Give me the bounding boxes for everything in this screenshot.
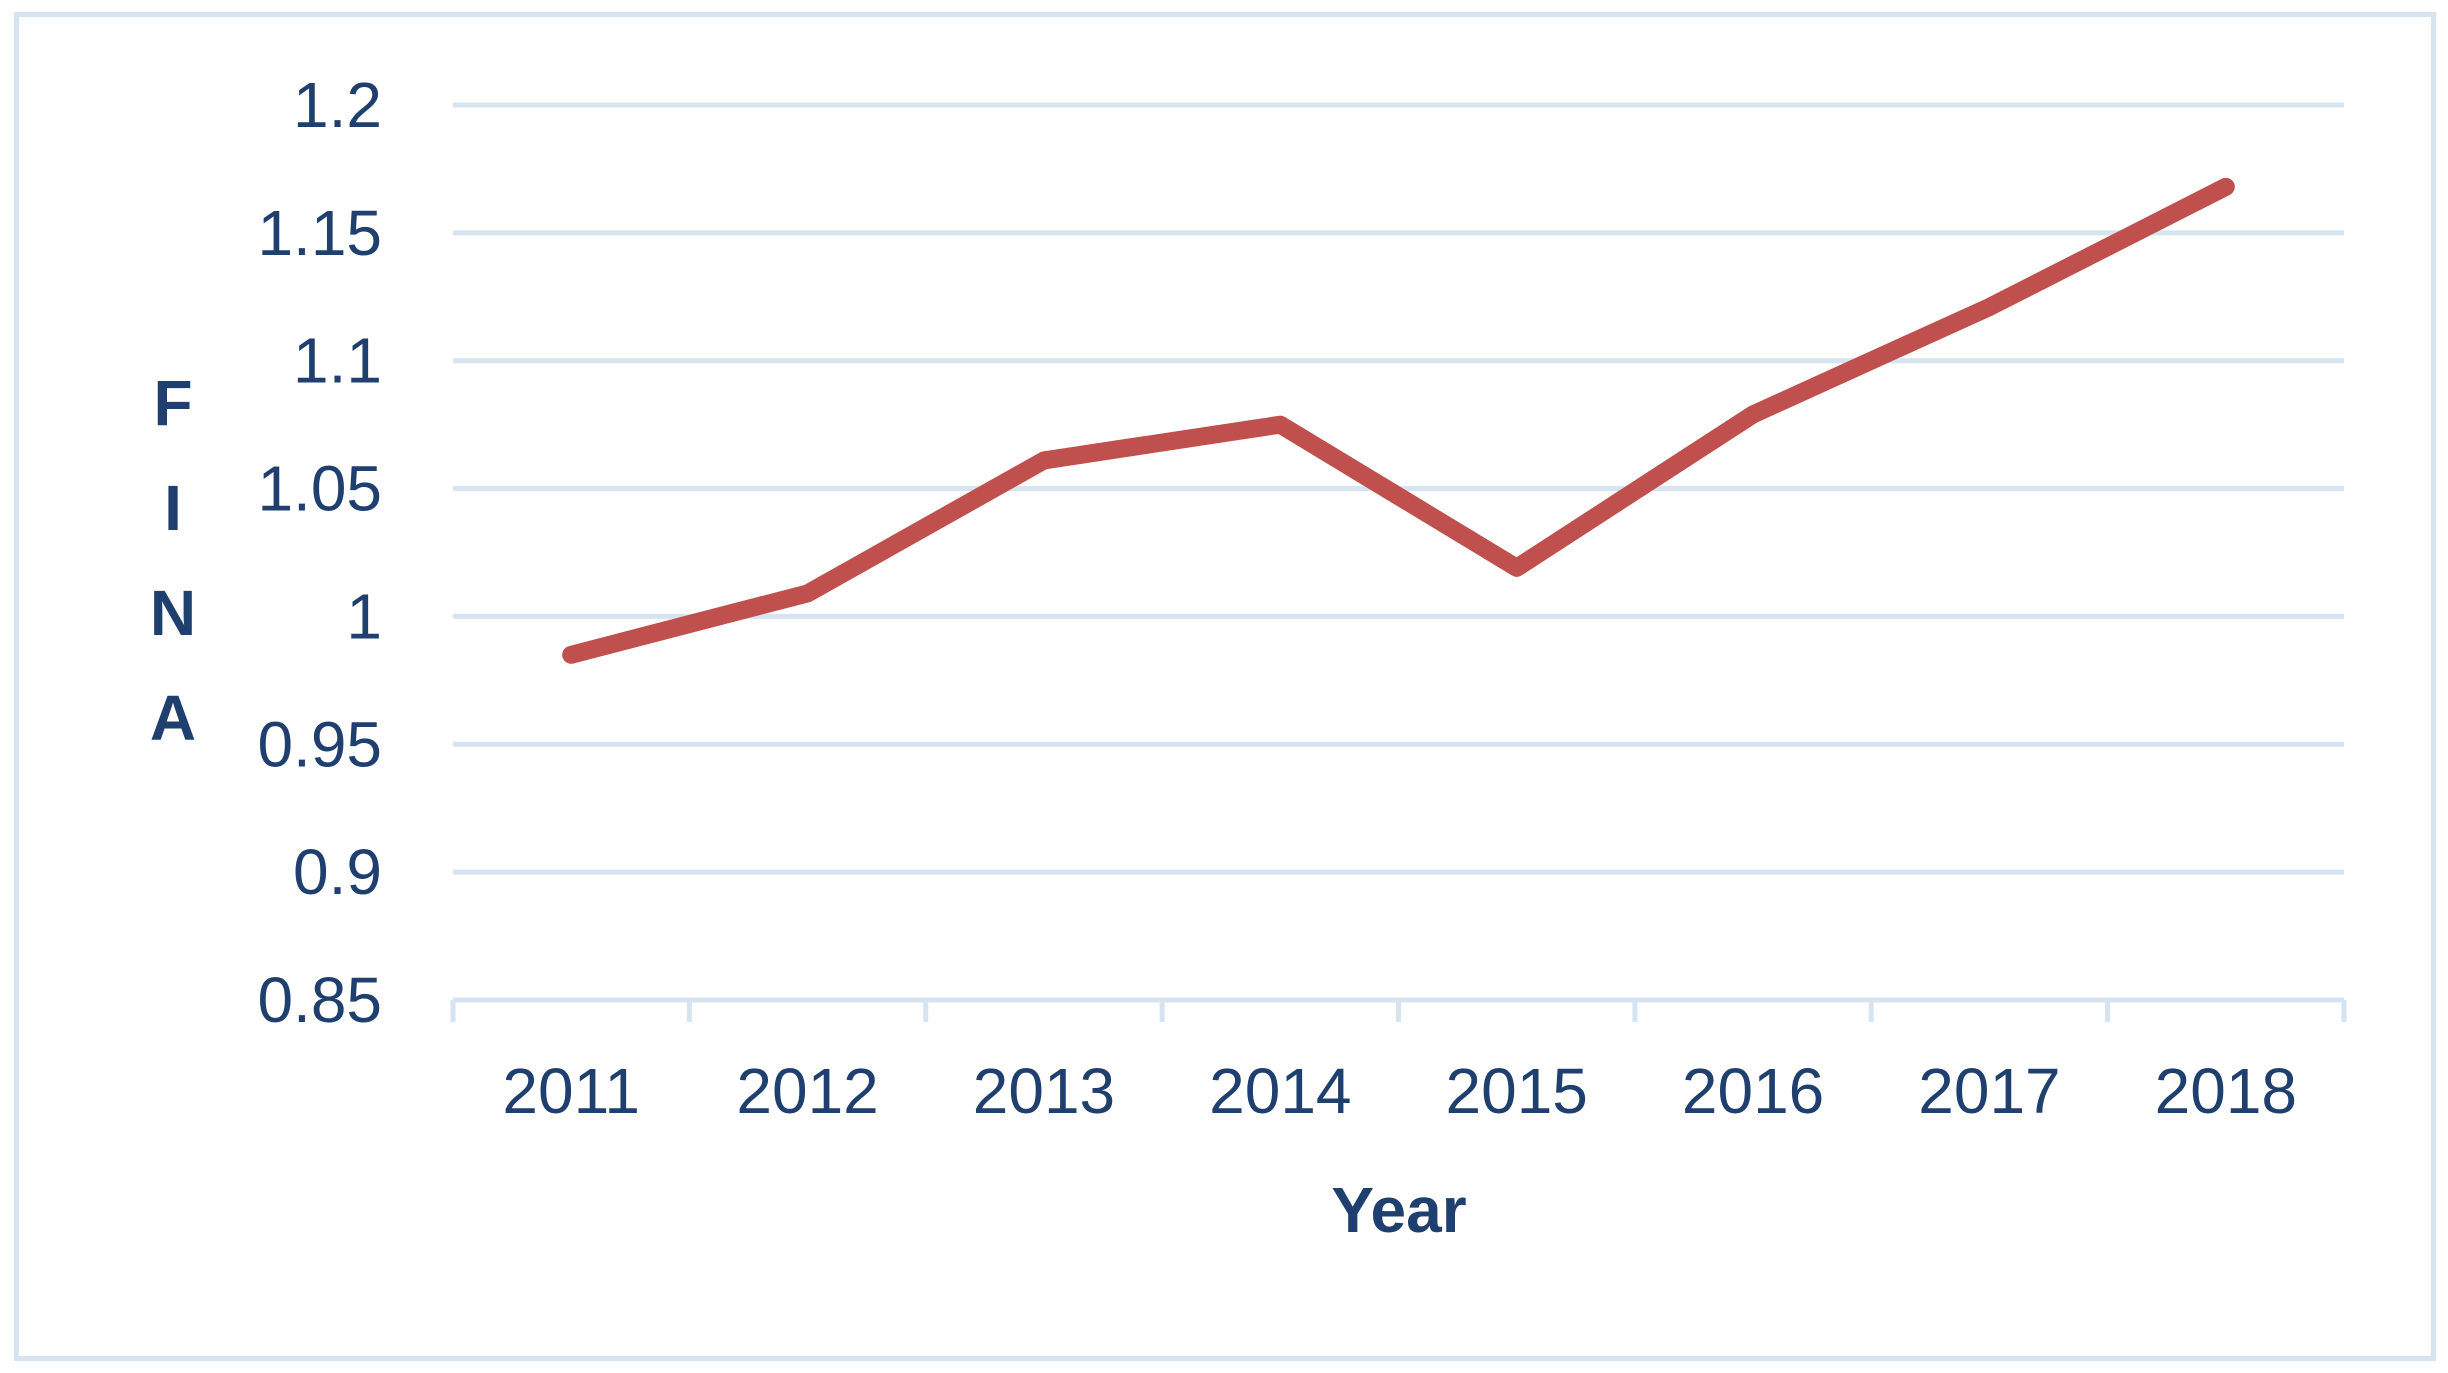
y-tick-label: 1.1 [293, 325, 382, 397]
gridlines [453, 102, 2344, 875]
x-axis-title: Year [1331, 1174, 1466, 1246]
series-lines [562, 177, 2235, 664]
x-tick-label: 2016 [1682, 1055, 1824, 1127]
series-line [562, 177, 2235, 664]
y-tick-label: 0.9 [293, 836, 382, 908]
x-axis-tick-labels: 2011 2012 2013 2014 2015 2016 2017 2018 [502, 1055, 2297, 1127]
x-tick-label: 2015 [1446, 1055, 1588, 1127]
y-tick-label: 1.15 [257, 197, 382, 269]
y-axis-title-letter: A [150, 682, 196, 754]
x-axis [450, 997, 2347, 1022]
y-tick-label: 0.95 [257, 708, 382, 780]
x-tick-label: 2018 [2155, 1055, 2297, 1127]
y-axis-title-letter: N [150, 577, 196, 649]
x-tick-label: 2011 [502, 1055, 640, 1127]
y-axis-title-letter: F [153, 367, 192, 439]
x-tick-label: 2013 [973, 1055, 1115, 1127]
y-tick-label: 0.85 [257, 964, 382, 1036]
y-tick-label: 1 [346, 580, 382, 652]
chart-frame [14, 12, 2436, 1361]
y-axis-title-letter: I [164, 472, 182, 544]
x-tick-label: 2012 [736, 1055, 878, 1127]
y-axis-tick-labels: 0.85 0.9 0.95 1 1.05 1.1 1.15 1.2 [257, 69, 382, 1036]
x-tick-label: 2017 [1918, 1055, 2060, 1127]
x-tick-label: 2014 [1209, 1055, 1351, 1127]
y-tick-label: 1.05 [257, 453, 382, 525]
y-tick-label: 1.2 [293, 69, 382, 141]
